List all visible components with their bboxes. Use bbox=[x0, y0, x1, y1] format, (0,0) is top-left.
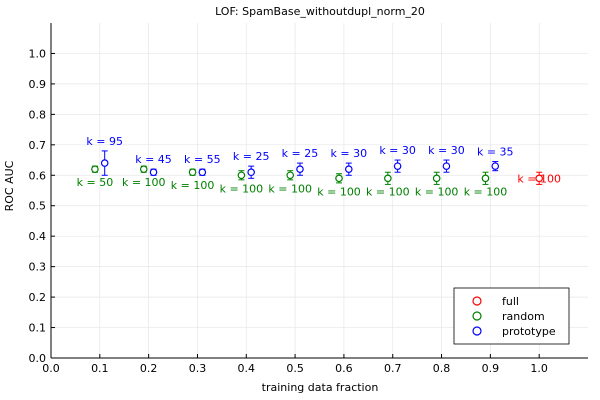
prototype-point bbox=[491, 162, 500, 170]
x-tick-label: 0.4 bbox=[238, 362, 256, 375]
prototype-point bbox=[100, 159, 109, 167]
x-tick-label: 0.0 bbox=[42, 362, 60, 375]
random-point bbox=[91, 165, 99, 173]
y-tick-label: 0.7 bbox=[29, 139, 47, 152]
prototype-point-label: k = 30 bbox=[379, 144, 416, 157]
x-tick-label: 0.5 bbox=[286, 362, 304, 375]
legend-marker-prototype bbox=[472, 326, 482, 336]
x-ticks: 0.0 0.1 0.2 0.3 0.4 0.5 0.6 0.7 0.8 0.9 1.0 bbox=[42, 354, 548, 375]
x-tick-label: 0.7 bbox=[384, 362, 402, 375]
y-tick-label: 0.5 bbox=[29, 200, 47, 213]
prototype-point-label: k = 35 bbox=[477, 146, 514, 159]
legend-marker-random bbox=[472, 311, 482, 321]
x-tick-label: 0.8 bbox=[433, 362, 451, 375]
chart-title: LOF: SpamBase_withoutdupl_norm_20 bbox=[215, 5, 425, 18]
series-full: k = 100 bbox=[517, 171, 561, 185]
series-random: k = 50 k = 100 k = 100 k = 100 k = 100 k = 10… bbox=[77, 165, 508, 198]
legend: full random prototype bbox=[453, 287, 570, 345]
full-point bbox=[535, 174, 543, 183]
y-tick-label: 0.4 bbox=[29, 230, 47, 243]
prototype-point bbox=[442, 162, 451, 170]
random-point-label: k = 100 bbox=[366, 185, 410, 198]
random-point-label: k = 100 bbox=[464, 185, 508, 198]
prototype-point bbox=[198, 168, 207, 177]
random-point bbox=[335, 174, 343, 183]
data-marks: k = 100 k = 50 k = 100 k = 100 k = 100 k = 10… bbox=[77, 135, 561, 198]
random-point bbox=[481, 174, 490, 183]
prototype-point-label: k = 25 bbox=[233, 150, 270, 163]
series-prototype: k = 95 k = 45 k = 55 k = 25 k = 25 k = 30 k = … bbox=[86, 135, 514, 179]
x-tick-label: 1.0 bbox=[530, 362, 548, 375]
legend-label-full: full bbox=[502, 295, 519, 308]
prototype-point bbox=[393, 162, 402, 170]
full-point-label: k = 100 bbox=[517, 172, 561, 185]
prototype-point-label: k = 25 bbox=[282, 147, 319, 160]
prototype-point-label: k = 30 bbox=[331, 147, 368, 160]
x-tick-label: 0.1 bbox=[91, 362, 109, 375]
random-point bbox=[286, 171, 295, 180]
random-point bbox=[139, 165, 148, 173]
random-point-label: k = 50 bbox=[77, 176, 114, 189]
random-point-label: k = 100 bbox=[317, 185, 361, 198]
x-tick-label: 0.3 bbox=[189, 362, 207, 375]
random-point-label: k = 100 bbox=[268, 182, 312, 195]
y-tick-label: 0.8 bbox=[29, 108, 47, 121]
y-tick-label: 0.6 bbox=[29, 169, 47, 182]
y-tick-label: 0.2 bbox=[29, 291, 47, 304]
random-point bbox=[384, 174, 392, 183]
random-point-label: k = 100 bbox=[220, 182, 264, 195]
prototype-point bbox=[296, 165, 304, 173]
x-tick-label: 0.2 bbox=[140, 362, 158, 375]
prototype-point-label: k = 30 bbox=[428, 144, 465, 157]
x-tick-label: 0.6 bbox=[335, 362, 353, 375]
legend-label-random: random bbox=[502, 310, 545, 323]
random-point-label: k = 100 bbox=[122, 176, 166, 189]
y-ticks: 0.0 0.1 0.2 0.3 0.4 0.5 0.6 0.7 0.8 0.9 1.0 bbox=[29, 47, 55, 365]
prototype-point bbox=[247, 168, 255, 177]
random-point-label: k = 100 bbox=[415, 185, 459, 198]
legend-marker-full bbox=[472, 296, 482, 306]
y-tick-label: 0.0 bbox=[29, 352, 47, 365]
y-tick-label: 1.0 bbox=[29, 47, 47, 60]
x-axis-label: training data fraction bbox=[262, 381, 379, 394]
x-tick-label: 0.9 bbox=[482, 362, 500, 375]
random-point bbox=[188, 168, 197, 177]
prototype-point bbox=[344, 165, 353, 173]
y-axis-label: ROC AUC bbox=[3, 160, 16, 211]
legend-label-prototype: prototype bbox=[502, 325, 556, 338]
y-tick-label: 0.1 bbox=[29, 322, 47, 335]
prototype-point-label: k = 45 bbox=[135, 153, 172, 166]
prototype-point bbox=[149, 168, 158, 177]
prototype-point-label: k = 55 bbox=[184, 153, 221, 166]
random-point bbox=[432, 174, 441, 183]
y-tick-label: 0.9 bbox=[29, 78, 47, 91]
prototype-point-label: k = 95 bbox=[86, 135, 123, 148]
random-point bbox=[237, 171, 246, 180]
y-tick-label: 0.3 bbox=[29, 261, 47, 274]
axes bbox=[50, 23, 588, 359]
random-point-label: k = 100 bbox=[171, 179, 215, 192]
